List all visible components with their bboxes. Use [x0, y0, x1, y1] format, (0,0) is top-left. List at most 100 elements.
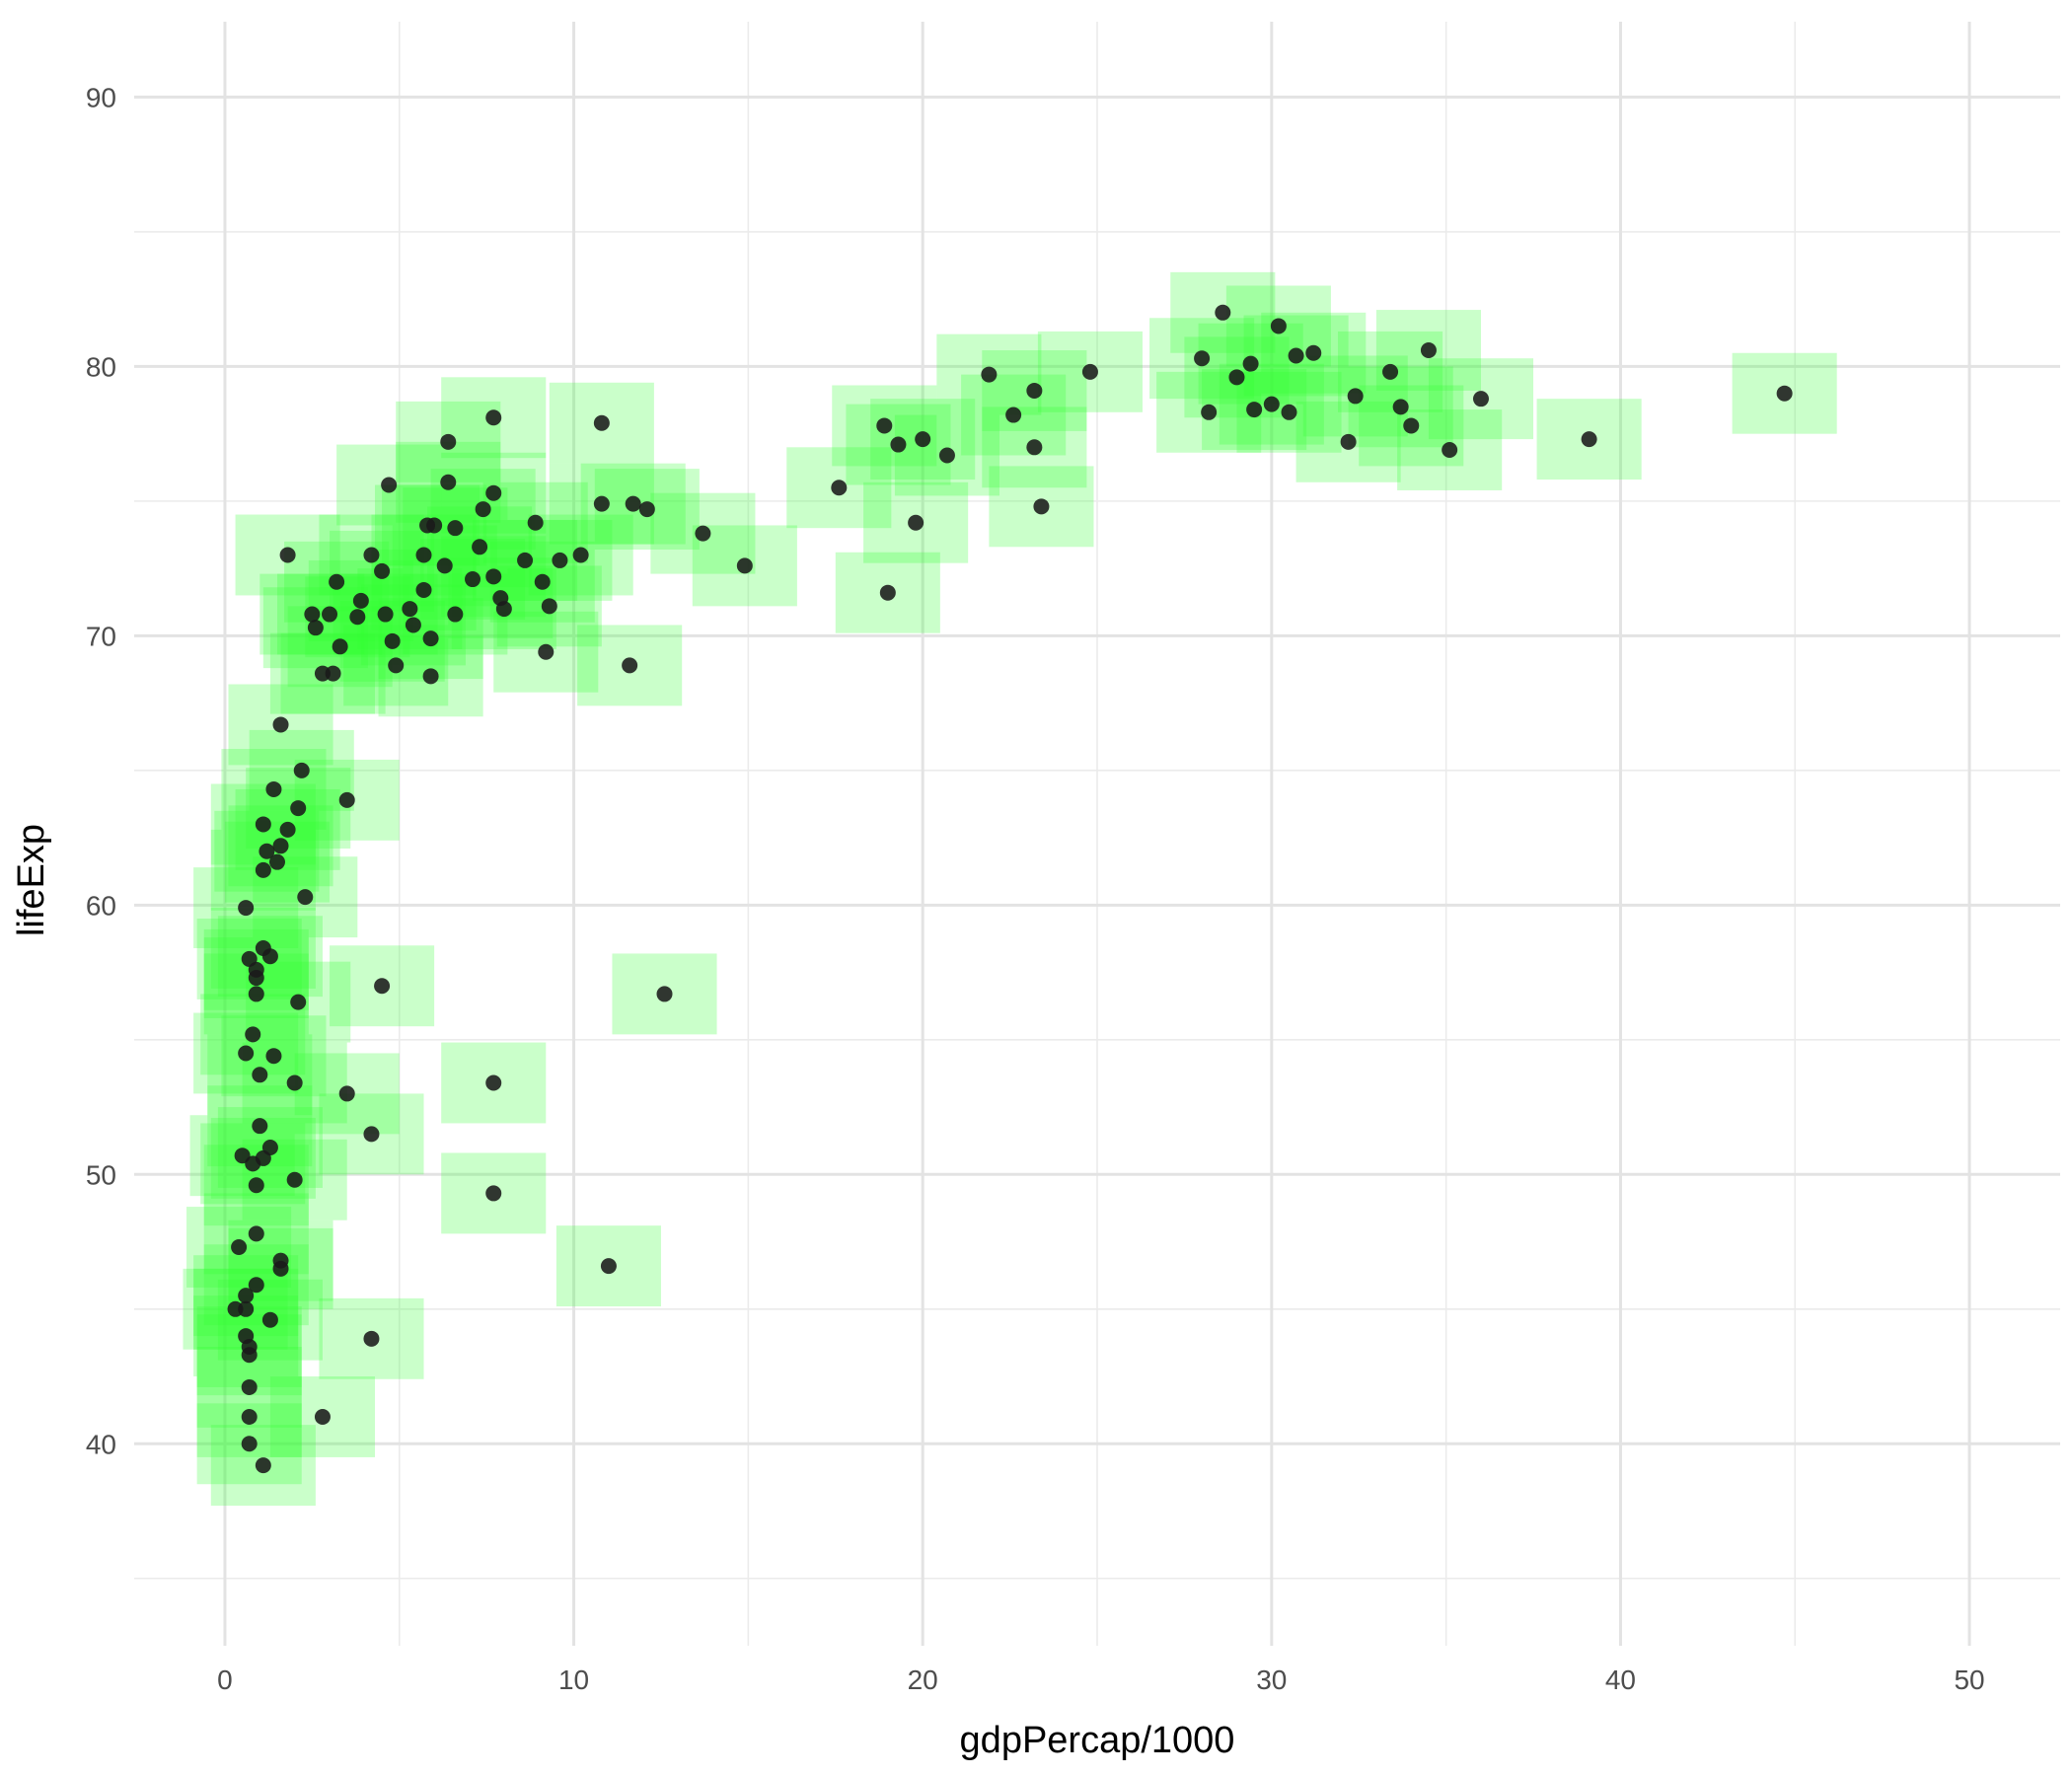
data-point: [363, 1330, 380, 1347]
data-point: [261, 948, 278, 965]
data-point: [436, 557, 453, 574]
data-point: [1382, 363, 1399, 380]
data-point: [248, 1177, 264, 1194]
data-point: [422, 668, 439, 685]
data-point: [238, 1045, 255, 1062]
data-point: [517, 552, 534, 568]
data-point: [352, 592, 369, 609]
data-point: [349, 609, 366, 626]
data-point: [622, 657, 638, 674]
data-points: [227, 304, 1793, 1474]
data-point: [265, 1048, 282, 1065]
data-point: [286, 1171, 303, 1188]
data-point: [1263, 396, 1280, 412]
data-point: [465, 571, 481, 588]
data-point: [1228, 369, 1245, 386]
data-point: [332, 638, 348, 655]
data-point: [1005, 407, 1022, 423]
data-point: [265, 780, 282, 797]
data-point: [552, 552, 568, 568]
data-point: [374, 978, 391, 995]
data-point: [248, 970, 264, 987]
data-point: [419, 517, 436, 534]
x-tick-label: 20: [908, 1665, 938, 1695]
data-point: [322, 606, 338, 623]
data-point: [248, 1277, 264, 1294]
data-point: [600, 1258, 617, 1275]
data-point: [447, 606, 464, 623]
data-point: [1026, 382, 1043, 399]
data-point: [472, 539, 488, 555]
data-point: [1026, 439, 1043, 456]
data-point: [363, 1126, 380, 1143]
data-point: [447, 520, 464, 537]
data-point: [241, 1436, 258, 1452]
data-point: [1442, 442, 1458, 459]
data-point: [879, 584, 896, 601]
y-tick-label: 50: [86, 1159, 116, 1190]
data-point: [656, 986, 673, 1002]
y-axis-title: lifeExp: [11, 824, 52, 936]
data-point: [1246, 402, 1263, 418]
data-point: [695, 525, 711, 542]
y-tick-label: 60: [86, 890, 116, 921]
data-point: [1281, 404, 1297, 420]
data-point: [440, 433, 457, 450]
data-point: [1420, 342, 1437, 359]
data-point: [272, 838, 289, 854]
data-point: [248, 1225, 264, 1242]
data-point: [329, 573, 345, 590]
data-point: [415, 581, 432, 598]
y-tick-labels: 40 50 60 70 80 90: [86, 82, 116, 1459]
x-tick-label: 40: [1605, 1665, 1636, 1695]
data-point: [876, 417, 893, 434]
y-tick-label: 80: [86, 351, 116, 382]
data-point: [831, 480, 848, 496]
data-point: [981, 366, 998, 383]
major-gridlines: [134, 22, 2060, 1646]
data-point: [593, 414, 610, 431]
data-point: [572, 547, 589, 563]
data-point: [238, 900, 255, 917]
data-point: [1581, 431, 1597, 448]
data-point: [297, 889, 314, 906]
data-point: [238, 1288, 255, 1304]
data-point: [1215, 304, 1231, 321]
data-point: [231, 1239, 248, 1256]
data-point: [1392, 399, 1409, 415]
y-tick-label: 40: [86, 1429, 116, 1459]
data-point: [255, 816, 271, 833]
data-point: [638, 501, 655, 518]
data-point: [736, 557, 753, 574]
data-point: [534, 573, 551, 590]
data-point: [307, 620, 324, 636]
data-point: [245, 1155, 261, 1172]
data-point: [255, 1457, 271, 1474]
data-point: [252, 1067, 268, 1083]
data-point: [485, 568, 502, 585]
data-point: [485, 1185, 502, 1202]
data-point: [1347, 388, 1364, 405]
data-point: [259, 843, 275, 859]
x-tick-label: 10: [558, 1665, 589, 1695]
data-point: [279, 821, 296, 838]
data-point: [381, 477, 398, 493]
data-point: [1340, 433, 1357, 450]
data-point: [238, 1300, 255, 1317]
data-point: [1270, 318, 1287, 334]
x-tick-label: 30: [1256, 1665, 1287, 1695]
x-tick-label: 50: [1954, 1665, 1984, 1695]
data-point: [286, 1074, 303, 1091]
data-point: [475, 501, 491, 518]
data-point: [314, 665, 331, 682]
data-point: [377, 606, 394, 623]
data-point: [1403, 417, 1420, 434]
data-point: [1305, 344, 1322, 361]
data-point: [1194, 350, 1211, 367]
x-axis-title: gdpPercap/1000: [960, 1720, 1235, 1761]
data-point: [268, 853, 285, 870]
data-point: [1242, 355, 1259, 372]
data-point: [938, 447, 955, 464]
data-point: [374, 562, 391, 579]
